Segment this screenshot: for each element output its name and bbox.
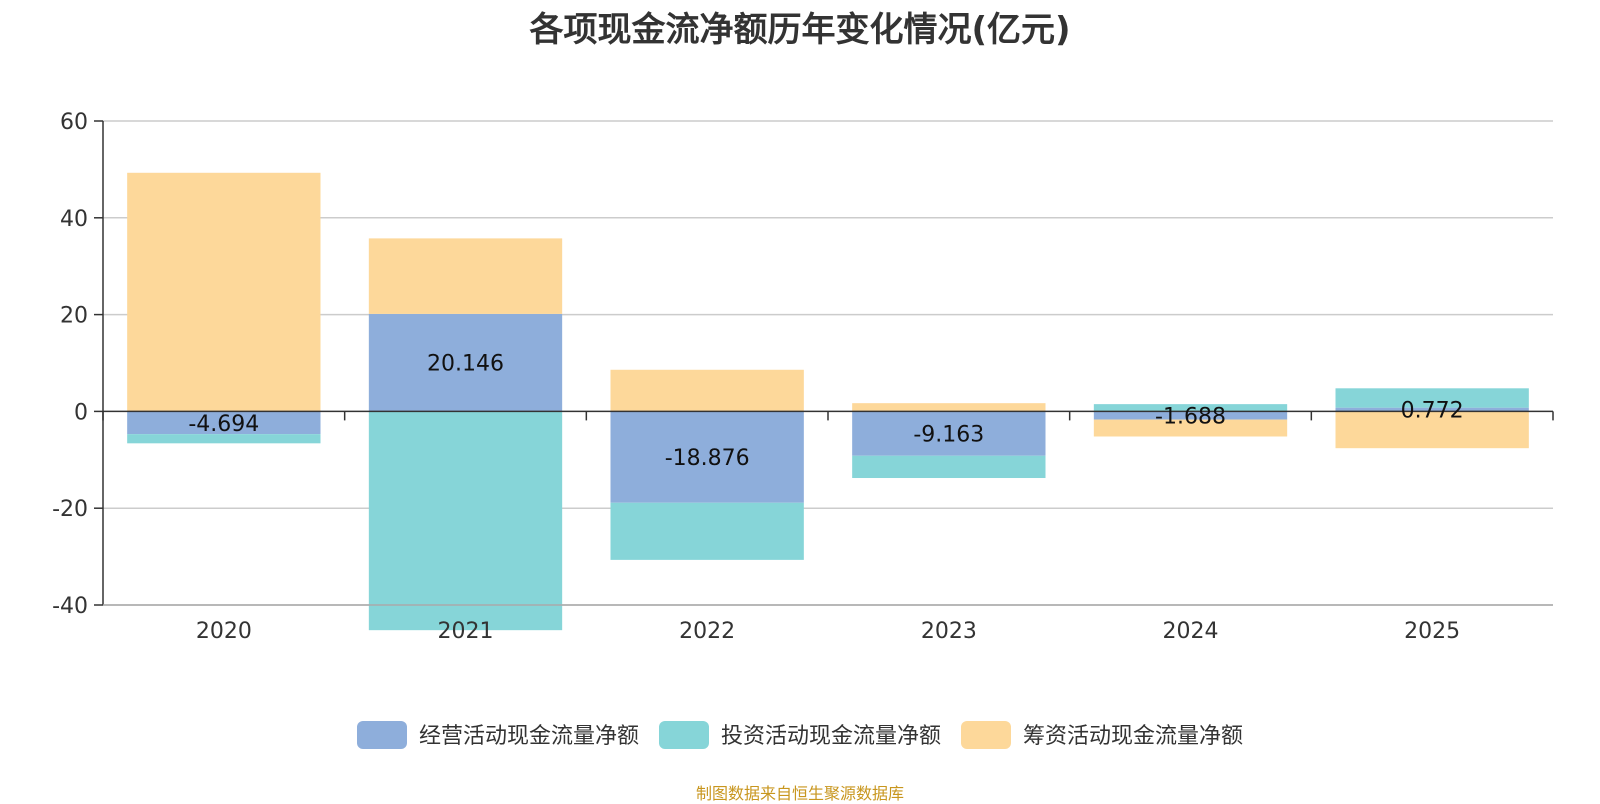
legend-label: 投资活动现金流量净额 xyxy=(721,724,941,749)
bar-series-2 xyxy=(127,434,321,444)
bar-series-2 xyxy=(852,455,1046,479)
y-tick-label: 60 xyxy=(60,110,88,135)
legend: 经营活动现金流量净额 投资活动现金流量净额 筹资活动现金流量净额 xyxy=(357,721,1243,749)
data-label: -1.688 xyxy=(1155,404,1226,429)
data-label: 0.772 xyxy=(1401,399,1464,424)
bar-series-1 xyxy=(368,313,563,412)
source-note: 制图数据来自恒生聚源数据库 xyxy=(695,784,904,803)
y-tick-label: 40 xyxy=(60,207,88,232)
bar-series-1 xyxy=(610,411,804,503)
y-tick-label: -40 xyxy=(52,594,88,619)
bar-series-1 xyxy=(1093,411,1288,420)
legend-label: 筹资活动现金流量净额 xyxy=(1023,724,1243,749)
data-label: -4.694 xyxy=(188,412,259,437)
legend-label: 经营活动现金流量净额 xyxy=(419,724,639,749)
bar-series-2 xyxy=(1335,388,1529,408)
y-tick-label: 20 xyxy=(60,304,88,329)
x-tick-label: 2023 xyxy=(921,619,977,644)
bar-series-3 xyxy=(1093,419,1288,437)
bar-series-1 xyxy=(852,411,1046,456)
bar-series-2 xyxy=(368,411,563,631)
axis-layer: -40 -20 0 20 40 60 2020 2021 2022 2023 2024 2025 xyxy=(52,110,1554,644)
bar-series-3 xyxy=(610,369,804,412)
bar-series-1 xyxy=(127,411,321,435)
chart-title: 各项现金流净额历年变化情况(亿元) xyxy=(529,10,1071,50)
x-tick-label: 2020 xyxy=(196,619,252,644)
x-tick-label: 2022 xyxy=(679,619,735,644)
data-label: -9.163 xyxy=(913,423,984,448)
legend-swatch xyxy=(961,721,1011,749)
labels-layer: -4.694 20.146 -18.876 -9.163 -1.688 0.772 xyxy=(188,352,1463,471)
bar-series-3 xyxy=(852,403,1046,412)
y-tick-label: -20 xyxy=(52,497,88,522)
y-tick-label: 0 xyxy=(74,400,88,425)
data-label: 20.146 xyxy=(427,352,504,377)
x-tick-label: 2021 xyxy=(438,619,494,644)
x-tick-label: 2024 xyxy=(1163,619,1219,644)
x-tick-label: 2025 xyxy=(1404,619,1460,644)
bar-series-2 xyxy=(610,502,804,560)
bar-series-3 xyxy=(1335,411,1529,449)
bar-series-2 xyxy=(1093,404,1288,412)
bar-series-3 xyxy=(127,172,321,412)
bars-layer xyxy=(127,172,1529,631)
bar-series-1 xyxy=(1335,407,1529,412)
data-label: -18.876 xyxy=(665,446,750,471)
bar-series-3 xyxy=(368,238,563,314)
legend-swatch xyxy=(357,721,407,749)
legend-swatch xyxy=(659,721,709,749)
